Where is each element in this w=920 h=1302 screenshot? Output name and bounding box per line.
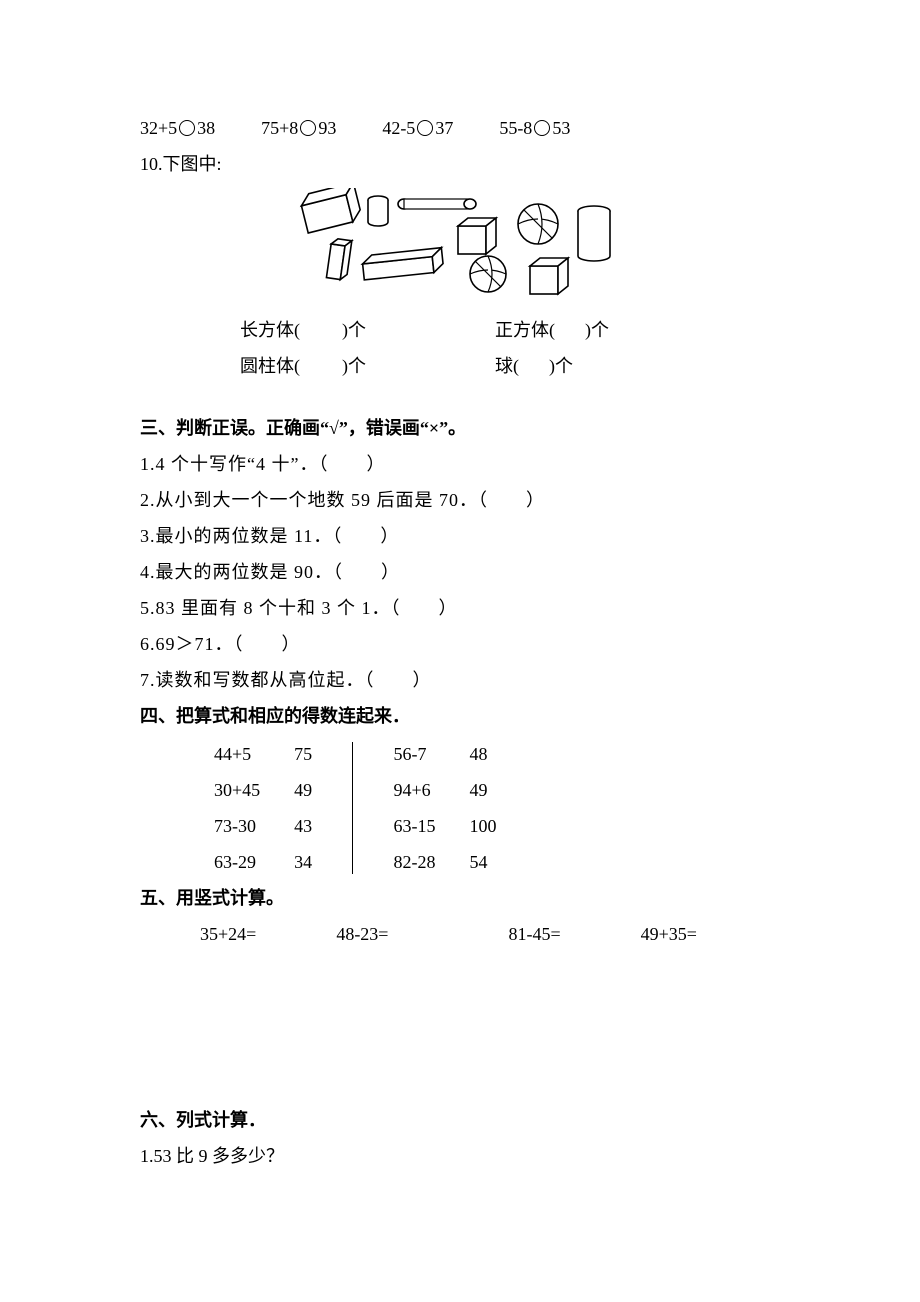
- vcalc-item: 48-23=: [336, 916, 388, 952]
- match-left: 44+5 75 30+45 49 73-30 43 63-29 34: [214, 736, 312, 880]
- compare-lhs: 75+8: [261, 118, 298, 138]
- s3-item: 7.读数和写数都从高位起．（ ）: [140, 662, 780, 698]
- compare-rhs: 38: [197, 118, 215, 138]
- count-label: 圆柱体(: [240, 356, 300, 376]
- match-ans: 54: [469, 844, 496, 880]
- compare-item: 42-5 37: [382, 110, 453, 146]
- section4-title: 四、把算式和相应的得数连起来．: [140, 698, 780, 734]
- match-ans: 34: [294, 844, 312, 880]
- count-label: 球(: [495, 356, 519, 376]
- q10-label: 10.下图中:: [140, 146, 780, 182]
- shape-counts: 长方体( )个 正方体( )个 圆柱体( )个 球( )个: [240, 312, 680, 384]
- match-ans: 49: [469, 772, 496, 808]
- worksheet-page: 32+5 38 75+8 93 42-5 37 55-8 53 10.下图中:: [0, 0, 920, 1302]
- match-expr: 63-29: [214, 844, 260, 880]
- match-wrap: 44+5 75 30+45 49 73-30 43 63-29 34 56-7 48 94…: [214, 736, 780, 880]
- compare-row: 32+5 38 75+8 93 42-5 37 55-8 53: [140, 110, 780, 146]
- count-suffix: )个: [585, 320, 609, 340]
- section3-title: 三、判断正误。正确画“√”，错误画“×”。: [140, 410, 780, 446]
- compare-rhs: 53: [552, 118, 570, 138]
- compare-circle-icon: [534, 120, 550, 136]
- count-suffix: )个: [342, 356, 366, 376]
- count-cube: 正方体( )个: [495, 312, 680, 348]
- vcalc-item: 49+35=: [641, 916, 697, 952]
- compare-item: 32+5 38: [140, 110, 215, 146]
- match-expr: 44+5: [214, 736, 260, 772]
- compare-circle-icon: [417, 120, 433, 136]
- s3-item: 6.69＞71．（ ）: [140, 626, 780, 662]
- match-expr: 56-7: [393, 736, 435, 772]
- compare-rhs: 37: [435, 118, 453, 138]
- count-sphere: 球( )个: [495, 348, 680, 384]
- match-right: 56-7 48 94+6 49 63-15 100 82-28 54: [393, 736, 496, 880]
- shapes-svg: [280, 188, 640, 308]
- divider-line: [352, 742, 353, 874]
- section6-title: 六、列式计算．: [140, 1102, 780, 1138]
- count-label: 正方体(: [495, 320, 555, 340]
- match-ans: 75: [294, 736, 312, 772]
- count-cylinder: 圆柱体( )个: [240, 348, 425, 384]
- compare-rhs: 93: [318, 118, 336, 138]
- compare-lhs: 55-8: [499, 118, 532, 138]
- match-expr: 94+6: [393, 772, 435, 808]
- s3-item: 4.最大的两位数是 90．（ ）: [140, 554, 780, 590]
- s6-q1: 1.53 比 9 多多少？: [140, 1138, 780, 1174]
- shapes-figure: [140, 188, 780, 308]
- match-ans: 100: [469, 808, 496, 844]
- compare-item: 75+8 93: [261, 110, 336, 146]
- s3-item: 2.从小到大一个一个地数 59 后面是 70．（ ）: [140, 482, 780, 518]
- match-ans: 48: [469, 736, 496, 772]
- count-label: 长方体(: [240, 320, 300, 340]
- vcalc-item: 81-45=: [508, 916, 560, 952]
- compare-circle-icon: [179, 120, 195, 136]
- match-expr: 30+45: [214, 772, 260, 808]
- compare-lhs: 42-5: [382, 118, 415, 138]
- match-ans: 43: [294, 808, 312, 844]
- s3-item: 3.最小的两位数是 11．（ ）: [140, 518, 780, 554]
- match-expr: 63-15: [393, 808, 435, 844]
- work-space: [140, 952, 780, 1102]
- count-suffix: )个: [342, 320, 366, 340]
- compare-circle-icon: [300, 120, 316, 136]
- match-expr: 73-30: [214, 808, 260, 844]
- compare-lhs: 32+5: [140, 118, 177, 138]
- vertical-calc-row: 35+24= 48-23= 81-45= 49+35=: [200, 916, 780, 952]
- count-cuboid: 长方体( )个: [240, 312, 425, 348]
- s3-item: 5.83 里面有 8 个十和 3 个 1．（ ）: [140, 590, 780, 626]
- compare-item: 55-8 53: [499, 110, 570, 146]
- match-ans: 49: [294, 772, 312, 808]
- count-suffix: )个: [549, 356, 573, 376]
- s3-item: 1.4 个十写作“4 十”．（ ）: [140, 446, 780, 482]
- vcalc-item: 35+24=: [200, 916, 256, 952]
- section5-title: 五、用竖式计算。: [140, 880, 780, 916]
- match-expr: 82-28: [393, 844, 435, 880]
